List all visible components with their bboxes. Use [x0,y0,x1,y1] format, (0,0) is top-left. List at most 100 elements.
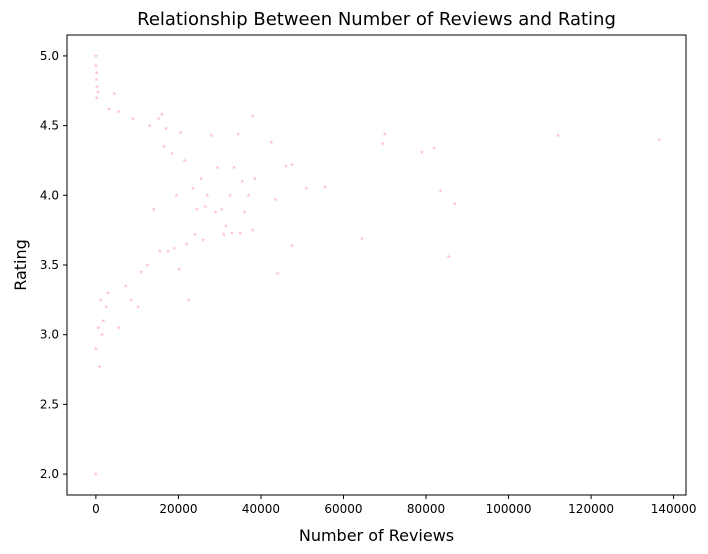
plot-area [66,34,687,496]
data-point [226,192,234,198]
data-point [185,296,192,303]
data-point [274,270,281,276]
data-point [92,62,99,69]
data-point [115,324,122,331]
data-point [150,206,157,212]
data-point [268,139,275,145]
data-point [235,130,242,137]
data-point [173,192,180,198]
x-tick-label: 120000 [568,502,614,516]
data-point [163,125,170,131]
data-point [97,296,104,303]
x-tick-label: 80000 [407,502,445,516]
data-point [122,282,129,289]
data-point [200,236,207,243]
x-tick-label: 100000 [486,502,532,516]
data-point [171,245,178,251]
data-point [359,235,366,242]
y-tick-label: 4.0 [40,188,59,202]
data-point [288,161,295,168]
data-point [99,331,106,338]
data-point [94,88,101,95]
data-point [208,132,215,138]
data-point [220,231,227,237]
data-point [94,83,101,90]
data-point [418,148,425,155]
data-point [204,192,211,198]
x-tick-label: 40000 [242,502,280,516]
data-point [212,208,219,215]
data-point [93,94,100,101]
x-ticks: 0 20000 40000 60000 80000 100000 120000 140000 [92,495,697,516]
data-point [379,140,386,147]
y-tick-label: 2.0 [40,467,59,481]
data-point [156,247,163,254]
y-ticks: 2.0 2.5 3.0 3.5 4.0 4.5 5.0 [40,49,67,481]
data-point [111,90,118,97]
data-point [134,303,141,310]
data-point [158,111,165,118]
y-tick-label: 5.0 [40,49,59,63]
data-point [437,187,444,194]
data-point [177,129,184,136]
data-point [100,317,107,324]
x-tick-label: 0 [92,502,100,516]
data-point [321,183,328,190]
data-point [218,206,225,212]
data-point [656,136,663,143]
y-tick-label: 3.0 [40,328,59,342]
y-tick-label: 2.5 [40,397,59,411]
data-point [130,115,137,122]
data-point [183,240,190,247]
data-point [146,122,153,129]
data-point [251,175,258,182]
data-point [381,130,388,137]
x-tick-label: 20000 [159,502,197,516]
data-point [103,303,110,310]
data-point [92,470,99,477]
data-point [222,222,229,229]
data-point [144,261,151,268]
data-point [127,296,134,303]
data-point [181,157,188,164]
data-point [303,185,310,191]
data-point [138,268,145,275]
chart-title: Relationship Between Number of Reviews a… [137,9,616,30]
data-point [198,175,205,182]
data-point [249,112,256,119]
data-point [105,289,112,296]
data-point [176,266,183,272]
data-point [241,208,248,215]
data-point [239,178,246,184]
data-point [282,162,289,169]
x-tick-label: 140000 [651,502,697,516]
data-point [451,200,458,207]
data-point [229,229,236,236]
data-point [445,253,452,260]
y-tick-label: 4.5 [40,119,59,133]
data-point [93,76,100,83]
data-point [115,108,122,115]
data-point [106,105,113,112]
data-point [93,69,100,76]
y-axis-label: Rating [11,239,30,291]
data-point [555,132,562,138]
data-point [202,203,209,210]
data-point [169,150,176,157]
data-point [272,196,279,203]
x-axis-label: Number of Reviews [299,526,454,545]
data-point [165,247,172,254]
data-point [249,226,256,233]
data-point [189,185,196,191]
data-point [245,192,252,198]
data-point [193,206,201,212]
data-point [191,231,198,237]
data-point [92,52,99,59]
data-point [237,229,244,236]
data-point [96,363,103,370]
data-point [214,164,221,170]
x-tick-label: 60000 [324,502,362,516]
data-point [431,144,438,151]
points-layer [92,52,663,477]
